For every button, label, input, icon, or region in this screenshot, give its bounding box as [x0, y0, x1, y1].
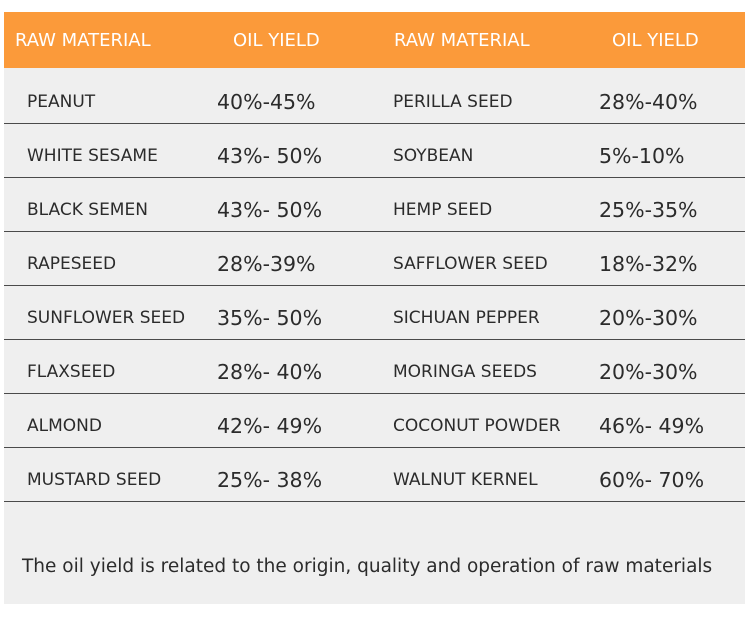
table-body: PEANUT 40%-45% PERILLA SEED 28%-40% WHIT… [4, 68, 745, 502]
left-yield-cell: 28%-39% [217, 252, 316, 276]
right-yield-cell: 20%-30% [599, 306, 698, 330]
header-raw-material-right: RAW MATERIAL [394, 30, 530, 51]
left-yield-cell: 43%- 50% [217, 198, 323, 222]
right-material-cell: MORINGA SEEDS [393, 362, 537, 382]
left-material-cell: BLACK SEMEN [27, 200, 148, 220]
footnote: The oil yield is related to the origin, … [22, 556, 713, 577]
header-oil-yield-left: OIL YIELD [233, 30, 320, 51]
left-yield-cell: 25%- 38% [217, 468, 323, 492]
right-yield-cell: 20%-30% [599, 360, 698, 384]
left-material-cell: PEANUT [27, 92, 96, 112]
right-yield-cell: 5%-10% [599, 144, 685, 168]
right-material-cell: WALNUT KERNEL [393, 470, 538, 490]
right-yield-cell: 28%-40% [599, 90, 698, 114]
table-row: RAPESEED 28%-39% SAFFLOWER SEED 18%-32% [4, 232, 745, 286]
left-material-cell: WHITE SESAME [27, 146, 158, 166]
table-row: PEANUT 40%-45% PERILLA SEED 28%-40% [4, 68, 745, 124]
right-yield-cell: 46%- 49% [599, 414, 705, 438]
left-yield-cell: 35%- 50% [217, 306, 323, 330]
left-material-cell: FLAXSEED [27, 362, 116, 382]
table-row: BLACK SEMEN 43%- 50% HEMP SEED 25%-35% [4, 178, 745, 232]
left-yield-cell: 28%- 40% [217, 360, 323, 384]
table-header: RAW MATERIAL OIL YIELD RAW MATERIAL OIL … [4, 12, 745, 68]
table-row: SUNFLOWER SEED 35%- 50% SICHUAN PEPPER 2… [4, 286, 745, 340]
header-raw-material-left: RAW MATERIAL [15, 30, 151, 51]
table-row: MUSTARD SEED 25%- 38% WALNUT KERNEL 60%-… [4, 448, 745, 502]
right-material-cell: COCONUT POWDER [393, 416, 561, 436]
right-yield-cell: 18%-32% [599, 252, 698, 276]
left-material-cell: RAPESEED [27, 254, 117, 274]
right-material-cell: HEMP SEED [393, 200, 493, 220]
table-row: WHITE SESAME 43%- 50% SOYBEAN 5%-10% [4, 124, 745, 178]
right-yield-cell: 25%-35% [599, 198, 698, 222]
header-oil-yield-right: OIL YIELD [612, 30, 699, 51]
right-material-cell: PERILLA SEED [393, 92, 513, 112]
left-yield-cell: 42%- 49% [217, 414, 323, 438]
right-material-cell: SAFFLOWER SEED [393, 254, 548, 274]
oil-yield-table: RAW MATERIAL OIL YIELD RAW MATERIAL OIL … [4, 12, 745, 604]
left-yield-cell: 40%-45% [217, 90, 316, 114]
table-row: ALMOND 42%- 49% COCONUT POWDER 46%- 49% [4, 394, 745, 448]
right-material-cell: SOYBEAN [393, 146, 474, 166]
left-material-cell: SUNFLOWER SEED [27, 308, 186, 328]
right-material-cell: SICHUAN PEPPER [393, 308, 540, 328]
right-yield-cell: 60%- 70% [599, 468, 705, 492]
table-row: FLAXSEED 28%- 40% MORINGA SEEDS 20%-30% [4, 340, 745, 394]
left-yield-cell: 43%- 50% [217, 144, 323, 168]
left-material-cell: ALMOND [27, 416, 102, 436]
left-material-cell: MUSTARD SEED [27, 470, 162, 490]
